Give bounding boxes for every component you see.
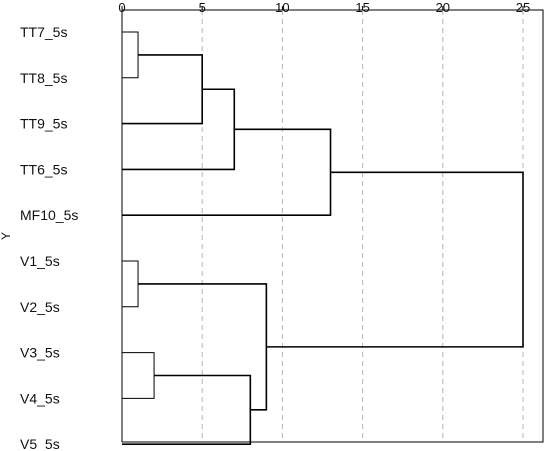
x-tick-label-0: 0 xyxy=(118,0,125,15)
y-axis-label: Y xyxy=(0,232,13,240)
leaf-label-6: V1_5s xyxy=(20,253,60,269)
link-c3 xyxy=(122,88,236,171)
x-axis-ticks: 0 5 10 15 20 25 xyxy=(118,0,530,15)
link-c5 xyxy=(122,260,139,308)
x-tick-label-10: 10 xyxy=(275,0,289,15)
link-path-c1 xyxy=(122,31,139,79)
leaf-label-5: MF10_5s xyxy=(20,207,78,223)
link-path-c2 xyxy=(122,54,203,125)
leaf-labels: TT7_5s TT8_5s TT9_5s TT6_5s MF10_5s V1_5s V2_5… xyxy=(20,24,78,451)
link-path-c3 xyxy=(122,88,236,171)
x-tick-label-5: 5 xyxy=(199,0,206,15)
x-tick-label-25: 25 xyxy=(516,0,530,15)
leaf-label-10: V5_5s xyxy=(20,436,60,451)
link-path-c5 xyxy=(122,260,139,308)
leaf-label-9: V4_5s xyxy=(20,390,60,406)
link-c9 xyxy=(266,171,524,348)
link-c1 xyxy=(122,31,139,79)
link-path-c4 xyxy=(122,128,332,216)
leaf-label-1: TT7_5s xyxy=(20,24,67,40)
leaf-label-8: V3_5s xyxy=(20,345,60,361)
leaf-label-7: V2_5s xyxy=(20,299,60,315)
x-tick-label-20: 20 xyxy=(436,0,450,15)
dendrogram-links xyxy=(122,31,524,445)
link-path-c9 xyxy=(266,171,524,348)
leaf-label-3: TT9_5s xyxy=(20,116,67,132)
link-c4 xyxy=(122,128,332,216)
link-c6 xyxy=(122,352,155,399)
leaf-label-2: TT8_5s xyxy=(20,70,67,86)
link-path-c7 xyxy=(122,374,252,445)
link-path-c6 xyxy=(122,352,155,399)
link-c2 xyxy=(122,54,203,125)
plot-frame xyxy=(121,9,544,443)
leaf-label-4: TT6_5s xyxy=(20,161,67,177)
link-c7 xyxy=(122,374,252,445)
x-tick-label-15: 15 xyxy=(355,0,369,15)
